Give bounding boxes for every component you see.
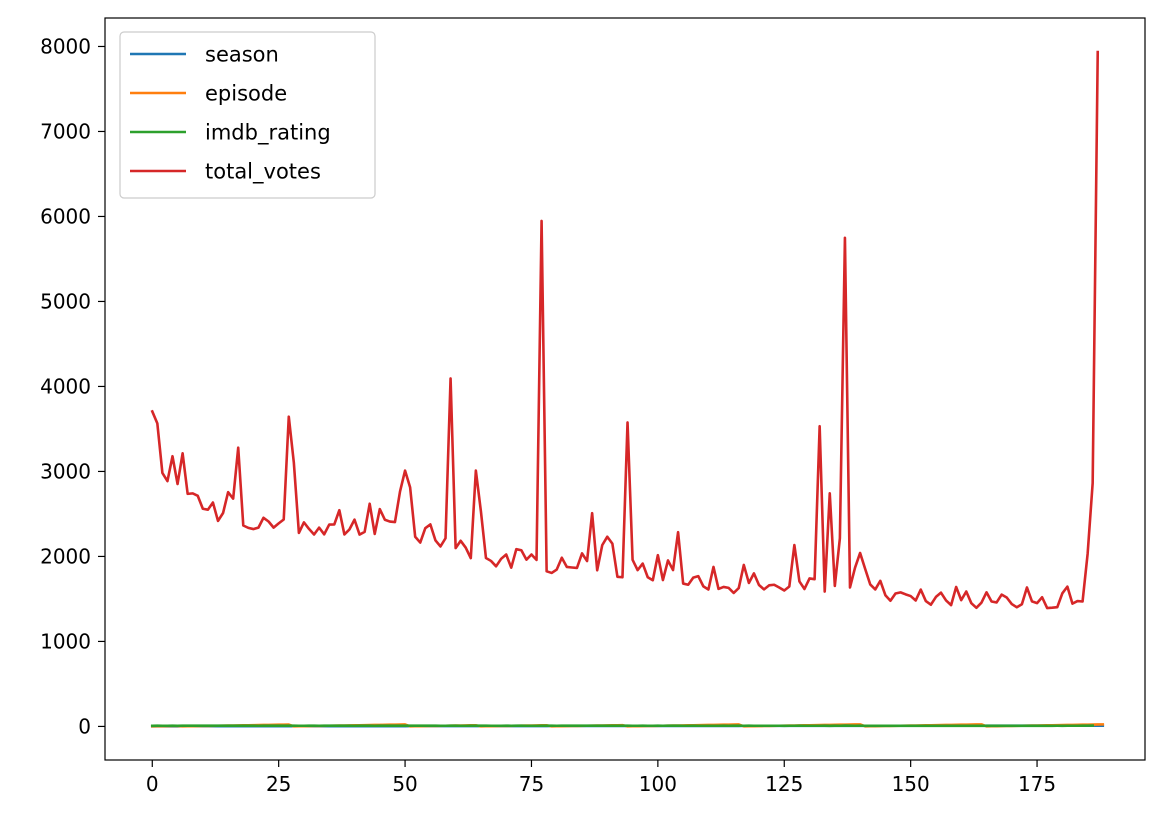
legend-label: episode (205, 82, 287, 106)
x-tick-label: 125 (765, 772, 803, 796)
x-tick-label: 50 (392, 772, 417, 796)
legend-box (119, 31, 376, 199)
series-line-total-votes (150, 50, 1100, 610)
legend-label: imdb_rating (205, 121, 331, 146)
series-lines (150, 50, 1105, 728)
x-axis: 0 25 50 75 100 125 150 175 (146, 760, 1056, 796)
y-axis: 0 1000 2000 3000 4000 5000 6000 7000 8000 (40, 34, 105, 738)
legend: season episode imdb_rating total_votes (119, 31, 376, 199)
y-tick-label: 2000 (40, 544, 91, 568)
y-tick-label: 5000 (40, 289, 91, 313)
x-tick-label: 75 (519, 772, 544, 796)
x-tick-label: 100 (639, 772, 677, 796)
y-tick-label: 6000 (40, 204, 91, 228)
x-tick-label: 0 (146, 772, 159, 796)
legend-label: season (205, 43, 279, 67)
x-tick-label: 150 (892, 772, 930, 796)
y-tick-label: 3000 (40, 459, 91, 483)
legend-label: total_votes (205, 160, 321, 185)
y-tick-label: 8000 (40, 34, 91, 58)
y-tick-label: 0 (78, 714, 91, 738)
y-tick-label: 7000 (40, 119, 91, 143)
plot-frame (104, 17, 1146, 761)
x-tick-label: 25 (266, 772, 291, 796)
y-tick-label: 4000 (40, 374, 91, 398)
y-tick-label: 1000 (40, 629, 91, 653)
x-tick-label: 175 (1018, 772, 1056, 796)
